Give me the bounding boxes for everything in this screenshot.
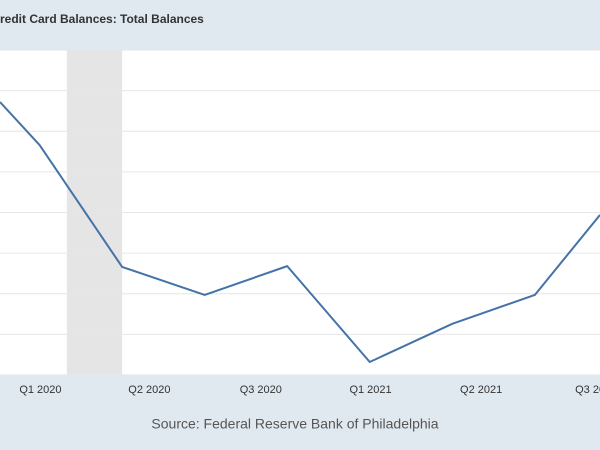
x-tick-label: Q2 2020 xyxy=(128,384,170,396)
chart-title: redit Card Balances: Total Balances xyxy=(0,12,204,26)
x-tick-label: Q3 20 xyxy=(575,384,600,396)
x-tick-label: Q2 2021 xyxy=(460,384,502,396)
x-tick-label: Q1 2020 xyxy=(19,384,61,396)
source-note: Source: Federal Reserve Bank of Philadel… xyxy=(151,416,438,432)
x-tick-label: Q1 2021 xyxy=(349,384,391,396)
data-line xyxy=(0,101,600,363)
x-tick-label: Q3 2020 xyxy=(240,384,282,396)
